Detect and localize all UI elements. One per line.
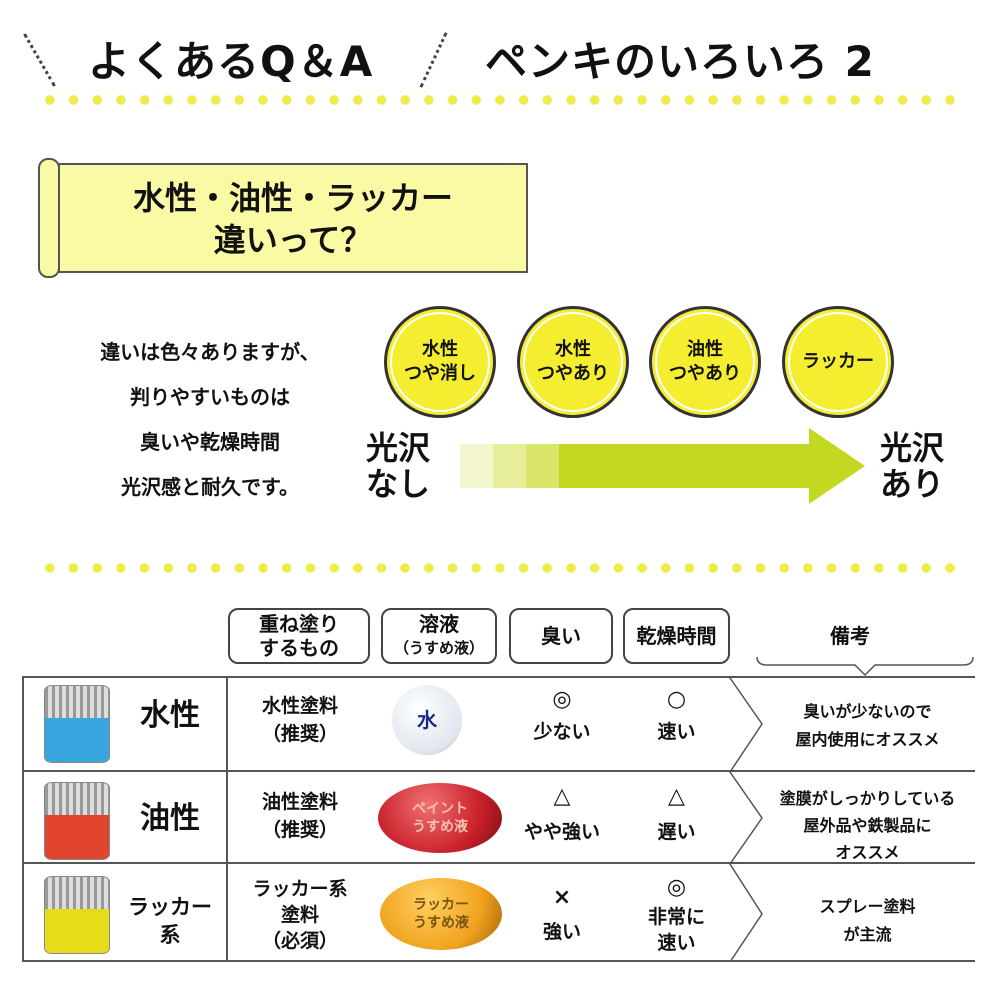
- smell-cell: 少ない: [533, 721, 591, 743]
- dry-cell: 非常に 速い: [623, 904, 730, 956]
- recoat-cell: 水性塗料 （推奨）: [230, 692, 370, 748]
- label-line: 光沢: [880, 429, 945, 467]
- note-line: 屋外品や鉄製品に: [803, 816, 932, 835]
- oil-cup-icon: [44, 782, 110, 860]
- note-line: 塗膜がしっかりしている: [779, 789, 956, 808]
- drop-line: ペイント: [412, 801, 468, 817]
- cell-line: （推奨）: [261, 723, 338, 745]
- drop-line: ラッカー: [413, 897, 469, 913]
- thinner-drop-paint: ペイント うすめ液: [378, 783, 502, 853]
- dry-mark: ◎: [666, 875, 687, 900]
- dotted-divider: [38, 562, 962, 574]
- label-line: 光沢: [366, 429, 431, 467]
- notes-cell: スプレー塗料 が主流: [760, 893, 975, 949]
- banner-line: 水性・油性・ラッカー: [132, 179, 453, 217]
- label-line: なし: [366, 465, 431, 503]
- dry-cell: 速い: [657, 721, 696, 743]
- slash-decoration: [419, 32, 448, 88]
- smell-mark: ×: [552, 885, 572, 910]
- thinner-drop-lacquer: ラッカー うすめ液: [380, 878, 502, 950]
- header-line: 重ね塗り: [259, 612, 339, 636]
- notes-cell: 臭いが少ないので 屋内使用にオススメ: [760, 698, 975, 754]
- dry-cell: 遅い: [657, 821, 696, 843]
- gloss-yes-label: 光沢 あり: [880, 430, 944, 502]
- type-circle: 水性 つやあり: [517, 306, 629, 418]
- smell-mark: △: [553, 784, 571, 809]
- type-label: 水性: [555, 339, 591, 360]
- note-line: 臭いが少ないので: [803, 702, 932, 721]
- type-name: 水性: [140, 698, 200, 733]
- type-label: ラッカー: [802, 351, 874, 372]
- cell-line: （推奨）: [261, 819, 338, 841]
- header-line: 溶液: [418, 612, 459, 636]
- lacquer-cup-icon: [44, 876, 110, 954]
- smell-mark: ◎: [552, 687, 572, 712]
- smell-cell: やや強い: [523, 821, 600, 843]
- type-circle: 水性 つや消し: [384, 306, 496, 418]
- cell-line: （必須）: [261, 930, 338, 952]
- header-line: するもの: [259, 636, 339, 660]
- cell-line: 非常に: [647, 906, 705, 928]
- dry-mark: △: [668, 784, 685, 809]
- header-line: （うすめ液）: [393, 639, 484, 657]
- cell-line: 油性塗料: [261, 791, 338, 813]
- type-name: 油性: [140, 801, 200, 836]
- question-banner: 水性・油性・ラッカー 違いって？: [58, 163, 528, 273]
- thinner-drop-water: 水: [392, 685, 462, 755]
- notes-cell: 塗膜がしっかりしている 屋外品や鉄製品に オススメ: [760, 785, 975, 866]
- type-label: つや消し: [404, 363, 476, 384]
- intro-line: 判りやすいものは: [130, 385, 290, 409]
- type-circle: 油性 つやあり: [649, 306, 761, 418]
- gloss-none-label: 光沢 なし: [366, 430, 430, 502]
- section-title: よくあるQ＆A: [88, 37, 374, 86]
- banner-line: 違いって？: [213, 221, 373, 259]
- intro-text: 違いは色々ありますが、 判りやすいものは 臭いや乾燥時間 光沢感と耐久です。: [60, 330, 360, 510]
- scroll-roll-icon: [38, 158, 60, 278]
- dry-mark: ○: [666, 687, 687, 712]
- header-thinner: 溶液 （うすめ液）: [381, 608, 497, 664]
- cell-line: ラッカー系: [252, 878, 348, 900]
- header-notes: 備考: [830, 624, 870, 648]
- note-line: が主流: [843, 925, 892, 944]
- table-row-water: [22, 676, 975, 772]
- page-title: ペンキのいろいろ 2: [485, 37, 875, 86]
- brace-icon: [756, 656, 974, 677]
- intro-line: 臭いや乾燥時間: [140, 430, 280, 454]
- note-line: スプレー塗料: [819, 897, 916, 916]
- name-line: 系: [159, 923, 181, 947]
- table-row-oil: [22, 772, 975, 864]
- smell-cell: 強い: [542, 921, 581, 943]
- label-line: あり: [880, 465, 945, 503]
- name-line: ラッカー: [128, 895, 212, 919]
- recoat-cell: 油性塗料 （推奨）: [230, 788, 370, 844]
- type-label: つやあり: [669, 363, 741, 384]
- type-name: ラッカー系: [115, 893, 225, 949]
- header-smell: 臭い: [509, 608, 613, 664]
- slash-decoration: [23, 33, 56, 87]
- drop-line: うすめ液: [413, 915, 469, 931]
- intro-line: 光沢感と耐久です。: [121, 475, 299, 499]
- note-line: オススメ: [835, 843, 900, 862]
- gloss-arrow-icon: [460, 428, 865, 504]
- cell-line: 水性塗料: [261, 695, 338, 717]
- cell-line: 速い: [657, 932, 696, 954]
- header-dry-time: 乾燥時間: [623, 608, 730, 664]
- dotted-divider: [38, 94, 962, 106]
- type-label: 油性: [687, 339, 723, 360]
- drop-line: うすめ液: [412, 819, 468, 835]
- note-line: 屋内使用にオススメ: [795, 730, 940, 749]
- header-recoat: 重ね塗り するもの: [228, 608, 370, 664]
- type-circle: ラッカー: [782, 306, 894, 418]
- type-label: 水性: [422, 339, 458, 360]
- type-label: つやあり: [537, 363, 609, 384]
- cell-line: 塗料: [280, 904, 319, 926]
- chevron-dividers-icon: [729, 678, 763, 962]
- water-cup-icon: [44, 685, 110, 763]
- recoat-cell: ラッカー系塗料 （必須）: [230, 876, 370, 954]
- intro-line: 違いは色々ありますが、: [100, 340, 320, 364]
- table-row-lacquer: [22, 864, 975, 962]
